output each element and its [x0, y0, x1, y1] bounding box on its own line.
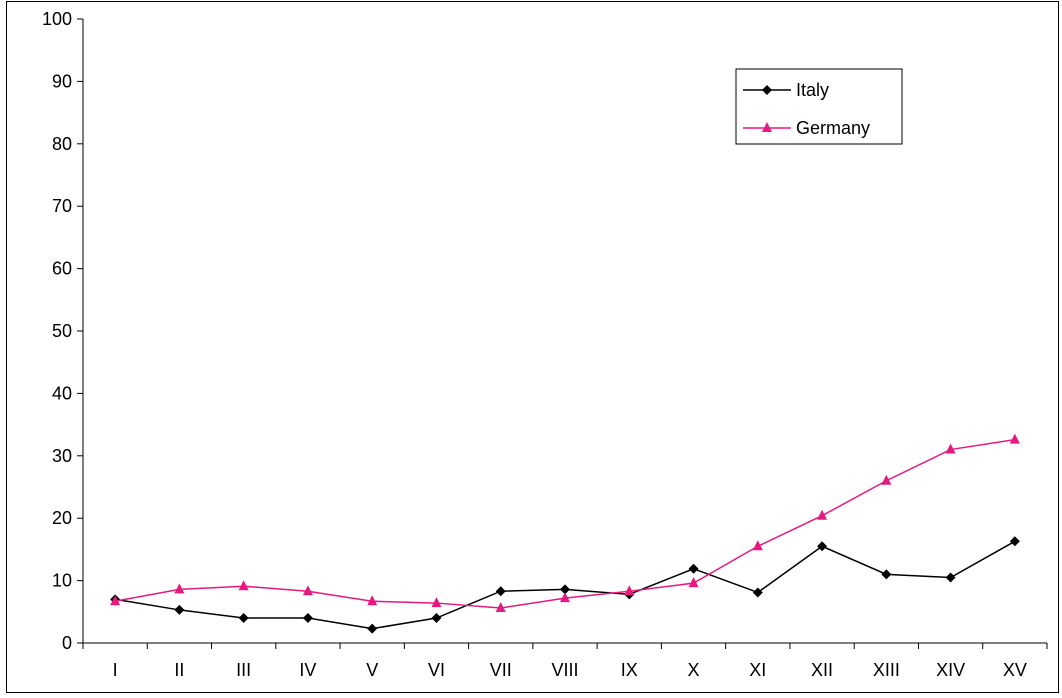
- x-tick-label: XII: [811, 660, 833, 680]
- series-italy: [110, 536, 1020, 634]
- data-point-italy: [688, 563, 699, 574]
- data-point-germany: [945, 443, 956, 454]
- x-tick-label: XIV: [936, 660, 965, 680]
- y-tick-label: 20: [52, 508, 72, 528]
- data-point-italy: [945, 572, 956, 583]
- x-tick-label: III: [236, 660, 251, 680]
- data-point-italy: [238, 613, 249, 624]
- data-point-germany: [688, 577, 699, 588]
- legend-label-germany: Germany: [796, 118, 870, 138]
- y-tick-label: 10: [52, 571, 72, 591]
- x-tick-label: IX: [621, 660, 638, 680]
- data-point-italy: [817, 541, 828, 552]
- data-point-italy: [881, 569, 892, 580]
- y-tick-label: 90: [52, 71, 72, 91]
- y-tick-label: 40: [52, 383, 72, 403]
- x-tick-label: I: [113, 660, 118, 680]
- data-point-germany: [495, 602, 506, 613]
- data-point-germany: [1009, 433, 1020, 444]
- data-point-italy: [560, 584, 570, 595]
- series-group: [110, 433, 1020, 634]
- y-tick-label: 50: [52, 321, 72, 341]
- legend-label-italy: Italy: [796, 80, 829, 100]
- y-tick-label: 70: [52, 196, 72, 216]
- data-point-italy: [431, 613, 442, 624]
- x-tick-label: VI: [428, 660, 445, 680]
- data-point-germany: [174, 583, 185, 594]
- data-point-germany: [367, 595, 378, 606]
- data-point-germany: [431, 597, 442, 608]
- series-line-germany: [114, 438, 1015, 609]
- y-tick-label: 80: [52, 134, 72, 154]
- data-point-germany: [881, 474, 892, 485]
- data-point-italy: [367, 623, 378, 634]
- x-axis-ticks: I II III IV V VI VII VIII IX X XI XII XIII XIV XV: [82, 643, 1048, 680]
- x-tick-label: VIII: [551, 660, 578, 680]
- data-point-germany: [752, 540, 763, 551]
- x-tick-label: XI: [749, 660, 766, 680]
- x-tick-label: IV: [299, 660, 316, 680]
- x-tick-label: XV: [1003, 660, 1027, 680]
- x-tick-label: X: [688, 660, 700, 680]
- series-germany: [110, 433, 1020, 613]
- x-tick-label: II: [174, 660, 184, 680]
- legend-marker-italy: [762, 85, 772, 95]
- data-point-italy: [1009, 536, 1020, 547]
- x-tick-label: VII: [490, 660, 512, 680]
- y-tick-label: 100: [42, 9, 72, 29]
- data-point-italy: [174, 604, 185, 615]
- x-tick-label: V: [366, 660, 378, 680]
- data-point-germany: [560, 592, 570, 603]
- data-point-germany: [238, 580, 249, 591]
- data-point-italy: [752, 587, 763, 598]
- y-axis-ticks: 0 10 20 30 40 50 60 70 80 90 100: [42, 9, 83, 653]
- data-point-germany: [110, 595, 121, 606]
- data-point-italy: [495, 586, 506, 597]
- data-point-germany: [624, 585, 635, 596]
- data-point-germany: [817, 509, 828, 520]
- x-tick-label: XIII: [873, 660, 900, 680]
- legend: Italy Germany: [735, 68, 903, 145]
- data-point-italy: [302, 613, 313, 624]
- y-tick-label: 0: [62, 633, 72, 653]
- legend-marker-germany: [762, 122, 772, 132]
- data-point-germany: [302, 585, 313, 596]
- y-tick-label: 30: [52, 446, 72, 466]
- y-tick-label: 60: [52, 259, 72, 279]
